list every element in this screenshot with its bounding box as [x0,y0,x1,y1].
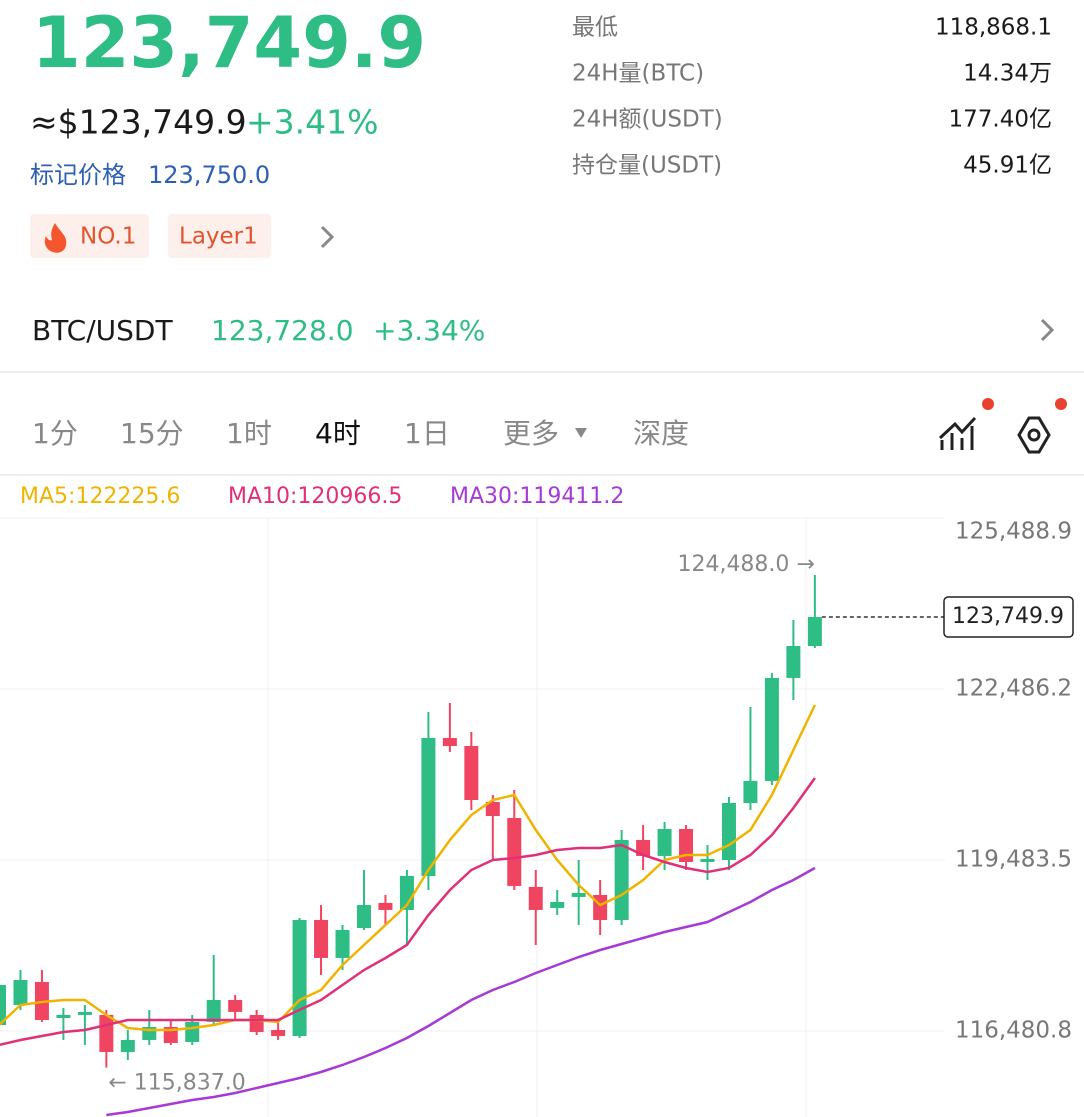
tab[interactable]: 1时 [226,417,272,450]
candle-body [507,817,522,886]
candle-body [77,1011,92,1015]
candle-body [636,839,651,856]
stat-value: 118,868.1 [935,15,1052,41]
legend-entry: MA10:120966.5 [228,484,402,509]
chart [0,517,945,1117]
mark-price: 123,750.0 [148,161,270,189]
y-tick-label: 119,483.5 [955,846,1072,872]
candle-body [249,1014,264,1032]
candle-body [679,828,694,863]
candle-body [56,1014,71,1018]
candle-body [378,902,393,910]
candle-body [614,839,629,920]
pair-change: +3.34% [373,314,485,347]
stat-label: 24H额(USDT) [572,107,723,133]
settings-icon-dot [1027,428,1041,442]
candle-body [657,828,672,856]
pair-price: 123,728.0 [211,314,354,347]
tab[interactable]: 4时 [315,417,361,450]
badge [1055,398,1067,410]
last-price-box [943,596,1074,638]
candle-body [743,780,758,804]
candle-body [228,999,243,1012]
mark-label: 标记价格 [30,161,126,189]
candle-body [99,1014,114,1052]
y-tick-label: 125,488.9 [955,519,1072,545]
ma-line [0,777,816,1047]
tab[interactable]: 1日 [404,417,450,450]
candle-body [206,999,221,1022]
candle-body [271,1029,286,1036]
candle-body [442,737,457,747]
indicator-icon[interactable] [938,416,977,450]
change: +3.41% [246,103,378,142]
tab[interactable]: 15分 [120,417,184,450]
candle-body [764,677,779,781]
candle-body [807,617,822,647]
candle-body [700,858,715,863]
high-label: 124,488.0 → [677,552,814,577]
candle-body [421,737,436,877]
chevron[interactable] [320,225,335,249]
tag-bg[interactable] [168,214,271,258]
y-tick-label: 116,480.8 [955,1017,1072,1043]
last-price-label: 123,749.9 [952,604,1064,629]
badge [982,398,994,410]
stat-value: 45.91亿 [963,153,1052,179]
candle-body [528,886,543,910]
tab[interactable]: 1分 [32,417,78,450]
stat-label: 持仓量(USDT) [572,153,722,179]
tab[interactable]: 更多 [503,417,559,450]
legend-entry: MA5:122225.6 [20,484,180,509]
ma-line [106,866,816,1117]
stat-value: 177.40亿 [949,107,1052,133]
candle-body [292,919,307,1036]
candle-body [485,801,500,816]
candle-body [786,646,801,678]
candle-body [464,746,479,800]
low-label: ← 115,837.0 [108,1071,245,1096]
candle-body [335,929,350,958]
usd-price: ≈$123,749.9 [30,103,247,142]
candle-body [185,1021,200,1042]
fire-icon [44,223,67,253]
stat-label: 24H量(BTC) [572,61,704,87]
legend-entry: MA30:119411.2 [450,484,624,509]
stat-label: 最低 [572,15,618,41]
pair-name[interactable]: BTC/USDT [32,314,173,347]
candle-body [356,904,371,929]
dropdown-caret [575,428,587,438]
candle-body [314,919,329,958]
chevron[interactable] [1040,318,1055,342]
candle-body [550,901,565,908]
candle-body [13,979,28,1005]
candle-body [571,892,586,897]
tag: NO.1 [80,224,136,250]
candle-body [721,803,736,861]
tab[interactable]: 深度 [633,417,689,450]
price: 123,749.9 [32,2,426,84]
settings-icon[interactable] [1017,416,1051,454]
candle-body [120,1039,135,1052]
candle-body [0,985,6,1025]
stat-value: 14.34万 [963,61,1052,87]
ma-line [0,704,817,1032]
y-tick-label: 122,486.2 [955,675,1072,701]
tag: Layer1 [179,224,258,250]
